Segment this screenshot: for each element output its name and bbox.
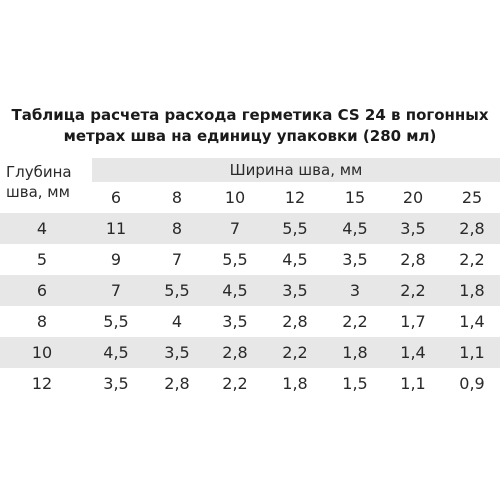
depth-cell: 10: [31, 343, 53, 362]
row-header-line-2: шва, мм: [6, 183, 70, 201]
value-cell: 2,8: [164, 374, 190, 393]
width-header-cell: 15: [344, 188, 366, 207]
value-cell: 7: [229, 219, 241, 238]
table-title-line-1: Таблица расчета расхода герметика CS 24 …: [11, 106, 489, 124]
value-cell: 4,5: [342, 219, 368, 238]
value-cell: 8: [171, 219, 183, 238]
value-cell: 3,5: [103, 374, 129, 393]
width-header-cell: 6: [110, 188, 122, 207]
table-row: 6 7 5,5 4,5 3,5 3 2,2 1,8: [0, 275, 500, 306]
value-cell: 3: [349, 281, 361, 300]
value-cell: 5,5: [103, 312, 129, 331]
value-cell: 5,5: [222, 250, 248, 269]
width-header-cell: 8: [171, 188, 183, 207]
depth-cell: 8: [36, 312, 48, 331]
table-title-line-2: метрах шва на единицу упаковки (280 мл): [63, 127, 437, 145]
value-cell: 1,1: [400, 374, 426, 393]
value-cell: 2,8: [459, 219, 485, 238]
value-cell: 1,8: [282, 374, 308, 393]
value-cell: 2,2: [222, 374, 248, 393]
value-cell: 0,9: [459, 374, 485, 393]
value-cell: 4: [171, 312, 183, 331]
value-cell: 4,5: [222, 281, 248, 300]
table-row: 12 3,5 2,8 2,2 1,8 1,5 1,1 0,9: [0, 368, 500, 399]
value-cell: 5,5: [164, 281, 190, 300]
value-cell: 3,5: [164, 343, 190, 362]
value-cell: 9: [110, 250, 122, 269]
depth-cell: 12: [31, 374, 53, 393]
value-cell: 2,8: [400, 250, 426, 269]
table-row: 4 11 8 7 5,5 4,5 3,5 2,8: [0, 213, 500, 244]
value-cell: 1,7: [400, 312, 426, 331]
table-row: 10 4,5 3,5 2,8 2,2 1,8 1,4 1,1: [0, 337, 500, 368]
value-cell: 7: [110, 281, 122, 300]
row-header-line-1: Глубина: [6, 163, 72, 181]
depth-cell: 4: [36, 219, 48, 238]
value-cell: 2,2: [459, 250, 485, 269]
value-cell: 1,5: [342, 374, 368, 393]
value-cell: 11: [105, 219, 127, 238]
consumption-table: 4 11 8 7 5,5 4,5 3,5 2,8 5 9 7 5,5 4,5 3…: [0, 213, 500, 399]
value-cell: 2,8: [282, 312, 308, 331]
width-header-cell: 20: [402, 188, 424, 207]
column-group-header: Ширина шва, мм: [92, 158, 500, 182]
value-cell: 1,4: [459, 312, 485, 331]
width-header-cell: 10: [224, 188, 246, 207]
depth-cell: 5: [36, 250, 48, 269]
value-cell: 2,2: [342, 312, 368, 331]
value-cell: 1,8: [459, 281, 485, 300]
value-cell: 3,5: [222, 312, 248, 331]
value-cell: 7: [171, 250, 183, 269]
value-cell: 2,8: [222, 343, 248, 362]
value-cell: 1,1: [459, 343, 485, 362]
table-row: 5 9 7 5,5 4,5 3,5 2,8 2,2: [0, 244, 500, 275]
value-cell: 4,5: [282, 250, 308, 269]
value-cell: 3,5: [400, 219, 426, 238]
depth-cell: 6: [36, 281, 48, 300]
width-header-row: 6 8 10 12 15 20 25: [0, 182, 500, 213]
value-cell: 1,4: [400, 343, 426, 362]
value-cell: 2,2: [282, 343, 308, 362]
value-cell: 4,5: [103, 343, 129, 362]
value-cell: 5,5: [282, 219, 308, 238]
value-cell: 3,5: [282, 281, 308, 300]
value-cell: 1,8: [342, 343, 368, 362]
value-cell: 2,2: [400, 281, 426, 300]
table-row: 8 5,5 4 3,5 2,8 2,2 1,7 1,4: [0, 306, 500, 337]
width-header-cell: 25: [461, 188, 483, 207]
value-cell: 3,5: [342, 250, 368, 269]
width-header-cell: 12: [284, 188, 306, 207]
